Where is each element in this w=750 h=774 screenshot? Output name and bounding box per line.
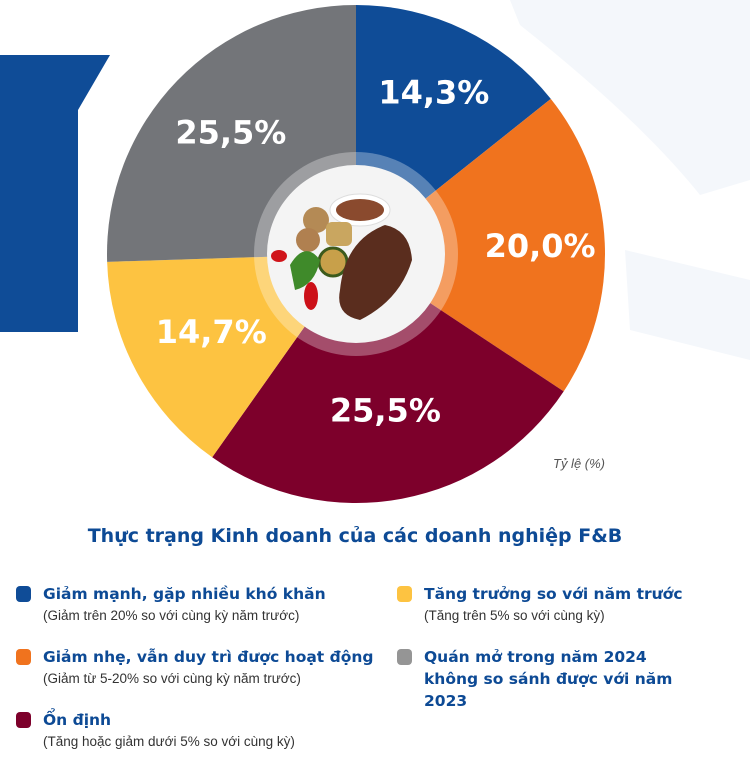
legend-swatch xyxy=(16,586,31,602)
legend-note: (Giảm từ 5-20% so với cùng kỳ năm trước) xyxy=(43,671,301,686)
slice-data-label: 14,3% xyxy=(378,74,489,112)
legend-note: (Tăng trên 5% so với cùng kỳ) xyxy=(424,608,605,623)
legend-item: Giảm mạnh, gặp nhiều khó khăn (Giảm trên … xyxy=(16,583,376,627)
legend-item: Ổn định (Tăng hoặc giảm dưới 5% so với cù… xyxy=(16,709,376,753)
legend-swatch xyxy=(397,649,412,665)
pie-slice xyxy=(356,98,605,392)
unit-label: Tỷ lệ (%) xyxy=(553,456,605,471)
pie-slice xyxy=(212,254,564,503)
legend-swatch xyxy=(16,649,31,665)
legend-label: Ổn định xyxy=(43,711,112,729)
legend-note: (Giảm trên 20% so với cùng kỳ năm trước) xyxy=(43,608,300,623)
legend-swatch xyxy=(16,712,31,728)
pie-chart: 14,3% 20,0% 25,5% 14,7% 25,5% xyxy=(107,5,605,503)
legend-item: Quán mở trong năm 2024 không so sánh đượ… xyxy=(397,646,697,712)
chart-title: Thực trạng Kinh doanh của các doanh nghi… xyxy=(87,525,623,547)
slice-data-label: 20,0% xyxy=(485,227,596,265)
food-plate-image xyxy=(267,165,445,343)
light-decor-shape xyxy=(625,250,750,360)
legend-item: Tăng trưởng so với năm trước (Tăng trên 5… xyxy=(397,583,717,627)
legend-label: Giảm nhẹ, vẫn duy trì được hoạt động xyxy=(43,648,374,666)
light-decor-shape xyxy=(510,0,750,195)
slice-data-label: 25,5% xyxy=(175,114,286,152)
blue-decor-block xyxy=(0,55,110,332)
legend-item: Giảm nhẹ, vẫn duy trì được hoạt động (Giả… xyxy=(16,646,386,690)
legend-label: Tăng trưởng so với năm trước xyxy=(424,585,683,603)
legend-label: Quán mở trong năm 2024 không so sánh đượ… xyxy=(424,648,673,710)
slice-data-label: 14,7% xyxy=(156,313,267,351)
legend-note: (Tăng hoặc giảm dưới 5% so với cùng kỳ) xyxy=(43,734,295,749)
legend-swatch xyxy=(397,586,412,602)
legend-label: Giảm mạnh, gặp nhiều khó khăn xyxy=(43,585,326,603)
slice-data-label: 25,5% xyxy=(330,392,441,430)
